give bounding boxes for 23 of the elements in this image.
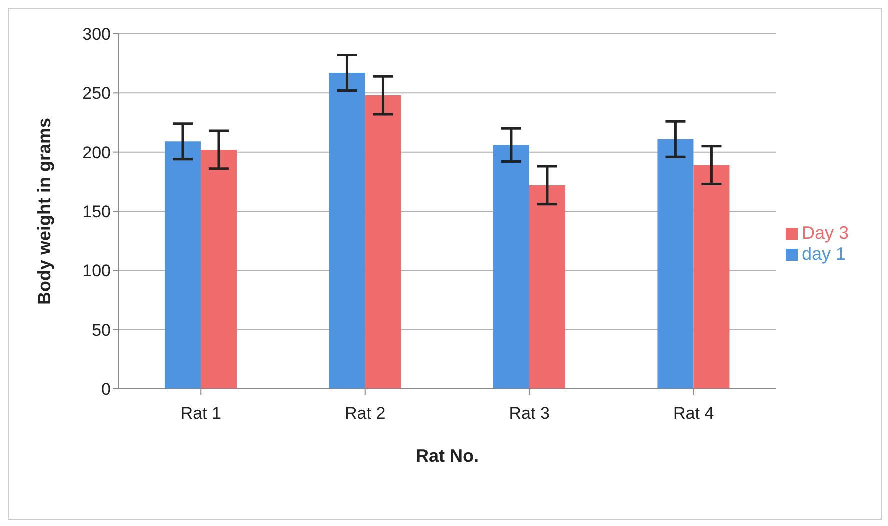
x-axis-title: Rat No. — [416, 446, 479, 466]
y-tick-label: 50 — [92, 320, 111, 340]
y-tick-label: 100 — [82, 262, 111, 281]
x-tick-label: Rat 4 — [674, 404, 714, 424]
x-tick-label: Rat 3 — [509, 404, 550, 424]
y-tick-label: 150 — [82, 202, 111, 222]
x-tick-label: Rat 1 — [180, 404, 222, 424]
bar — [365, 96, 402, 389]
bar — [329, 73, 366, 389]
bar — [529, 185, 566, 389]
y-tick-label: 300 — [82, 25, 111, 44]
y-tick-label: 0 — [102, 380, 111, 400]
y-tick-label: 200 — [82, 143, 111, 162]
bar — [493, 145, 530, 389]
bar — [164, 142, 201, 389]
x-tick-label: Rat 2 — [345, 404, 386, 424]
y-tick-label: 250 — [82, 84, 111, 104]
bar — [658, 139, 694, 389]
y-axis-title: Body weight in grams — [34, 118, 54, 306]
legend-label: Day 3 — [802, 223, 849, 243]
legend-label: day 1 — [802, 244, 846, 264]
bar — [200, 150, 237, 389]
bar — [694, 165, 730, 389]
